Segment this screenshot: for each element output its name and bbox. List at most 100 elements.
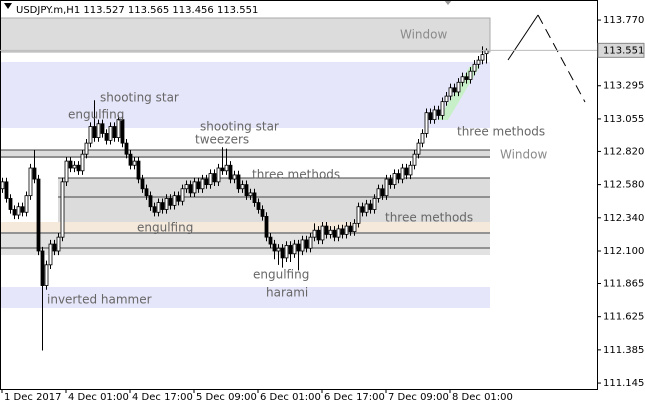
candle-body (276, 247, 281, 252)
candle-body (88, 126, 93, 144)
candle-body (244, 184, 249, 197)
candle-body (208, 173, 213, 186)
candle-body (200, 178, 205, 190)
candle-body (8, 198, 13, 210)
candle-body (456, 81, 461, 93)
candle-body (140, 178, 145, 190)
candle-body (240, 184, 245, 190)
candle-body (16, 206, 21, 216)
y-tick-label: 113.055 (603, 114, 644, 125)
zone (0, 62, 490, 128)
annotation: three methods (252, 168, 340, 182)
candle-body (464, 76, 469, 80)
x-tick-label: 6 Dec 17:00 (324, 392, 385, 403)
candle-body (292, 243, 297, 255)
candle-body (364, 203, 369, 213)
candle-body (468, 70, 473, 80)
candle-body (320, 225, 325, 241)
candle-body (476, 59, 481, 65)
annotation: engulfing (253, 268, 309, 282)
zone (58, 178, 490, 222)
candle-body (100, 123, 105, 134)
candle-body (444, 95, 449, 103)
candle-body (108, 126, 113, 141)
y-tick-label: 111.385 (603, 345, 644, 356)
candle-body (248, 192, 253, 197)
candle-body (128, 153, 133, 166)
candle-body (184, 184, 189, 190)
zone (0, 222, 490, 232)
candle-body (460, 76, 465, 83)
candle-body (268, 236, 273, 245)
candle-body (48, 243, 53, 266)
annotation: tweezers (195, 133, 249, 147)
candle-body (308, 236, 313, 249)
candle-body (96, 123, 101, 138)
candle-body (324, 225, 329, 235)
zone (0, 17, 491, 53)
candle-body (68, 160, 73, 169)
price-tag-label: 113.551 (603, 45, 644, 56)
candle-body (448, 87, 453, 97)
candle-body (260, 209, 265, 217)
candle-body (264, 216, 269, 238)
y-tick-label: 113.295 (603, 81, 644, 92)
candle-body (360, 206, 365, 213)
y-tick-label: 112.100 (603, 246, 644, 257)
candle-body (388, 178, 393, 186)
candle-body (336, 228, 341, 238)
candle-body (28, 167, 33, 197)
candle-body (316, 229, 321, 241)
projection (537, 14, 586, 103)
zone (0, 150, 490, 158)
y-tick-label: 113.770 (603, 15, 644, 26)
candle-body (380, 188, 385, 197)
annotation: three methods (457, 125, 545, 139)
candle-body (224, 164, 229, 172)
y-tick-label: 111.625 (603, 312, 644, 323)
candle-body (56, 236, 61, 252)
y-tick-label: 112.580 (603, 180, 644, 191)
candle-body (340, 228, 345, 235)
candle-body (84, 142, 89, 155)
candle-body (156, 202, 161, 213)
candle-body (24, 195, 29, 213)
candle-body (104, 133, 109, 141)
candle-body (428, 112, 433, 121)
candle-body (228, 164, 233, 180)
annotation: engulfing (137, 221, 193, 235)
candle-body (188, 184, 193, 194)
candles (0, 46, 489, 351)
zones (0, 17, 491, 308)
candle-body (216, 167, 221, 183)
annotation: harami (266, 286, 308, 300)
candle-body (440, 101, 445, 116)
annotation: shooting star (200, 120, 279, 134)
candle-body (472, 63, 477, 72)
candle-body (312, 229, 317, 238)
annotation: Window (400, 28, 448, 42)
candle-body (296, 243, 301, 252)
candle-body (124, 142, 129, 155)
x-tick-label: 4 Dec 01:00 (68, 392, 129, 403)
candle-body (172, 195, 177, 206)
candle-body (196, 181, 201, 190)
candle-body (40, 250, 45, 286)
candle-body (328, 229, 333, 235)
candle-body (12, 209, 17, 216)
price-tag (597, 42, 645, 58)
candle-body (180, 188, 185, 202)
candle-body (288, 245, 293, 255)
candle-body (424, 112, 429, 134)
x-tick-label: 5 Dec 09:00 (196, 392, 257, 403)
candle-body (32, 167, 37, 180)
candle-body (160, 202, 165, 210)
candle-body (136, 160, 141, 180)
candle-body (400, 167, 405, 180)
x-tick-label: 7 Dec 09:00 (388, 392, 449, 403)
candle-body (176, 195, 181, 202)
candle-body (204, 178, 209, 186)
candle-body (272, 243, 277, 252)
candle-body (72, 164, 77, 169)
